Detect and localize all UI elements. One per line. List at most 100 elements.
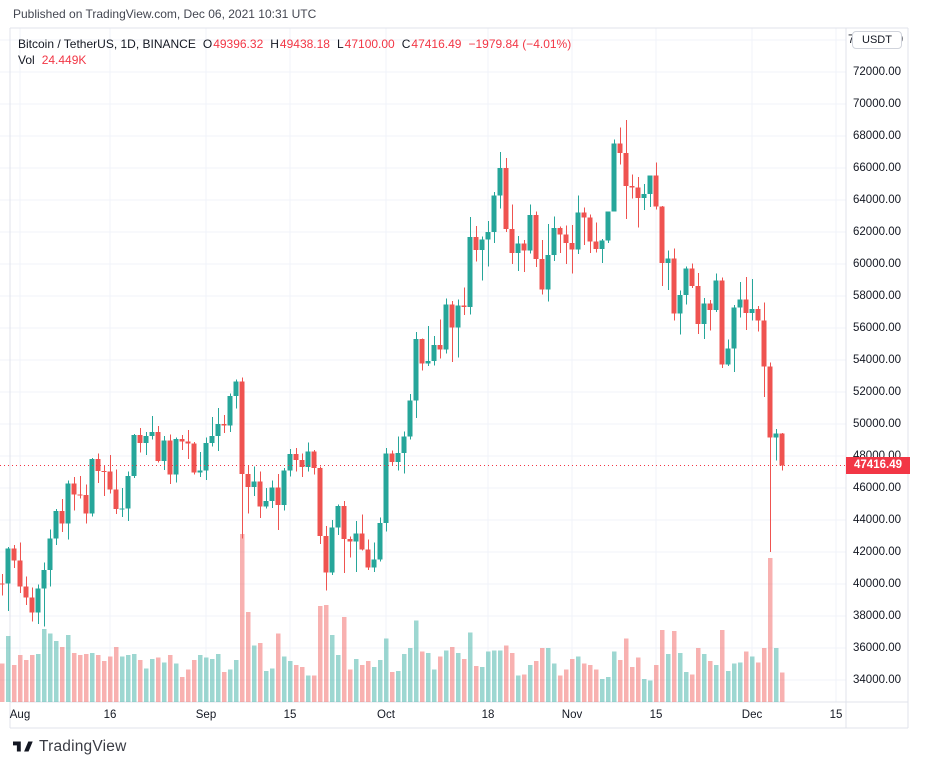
candle[interactable] [29,597,35,613]
volume-bar[interactable] [131,654,137,702]
candle[interactable] [161,440,167,462]
volume-bar[interactable] [323,604,329,702]
candle[interactable] [443,304,449,350]
volume-bar[interactable] [641,679,647,702]
candle[interactable] [17,560,23,587]
volume-bar[interactable] [173,663,179,702]
volume-bar[interactable] [611,651,617,702]
volume-bar[interactable] [95,655,101,702]
volume-bar[interactable] [275,633,281,702]
volume-bar[interactable] [623,638,629,702]
volume-bar[interactable] [251,645,257,702]
candle[interactable] [191,443,197,473]
candle[interactable] [653,175,659,207]
volume-bar[interactable] [581,663,587,702]
volume-bar[interactable] [11,664,17,702]
volume-bar[interactable] [317,606,323,702]
volume-bar[interactable] [497,650,503,702]
tradingview-logo-icon[interactable] [13,739,33,755]
candle[interactable] [65,483,71,524]
volume-bar[interactable] [203,657,209,702]
candle[interactable] [731,307,737,349]
candle[interactable] [743,299,749,313]
candle[interactable] [143,436,149,443]
volume-bar[interactable] [731,663,737,702]
volume-bar[interactable] [287,661,293,702]
candle[interactable] [557,227,563,235]
candle[interactable] [539,258,545,290]
candle[interactable] [209,436,215,444]
candle[interactable] [323,535,329,573]
volume-bar[interactable] [575,656,581,702]
volume-bar[interactable] [329,634,335,702]
volume-bar[interactable] [407,648,413,702]
candle[interactable] [221,424,227,426]
volume-bar[interactable] [155,657,161,702]
volume-bar[interactable] [197,655,203,702]
volume-bar[interactable] [419,651,425,702]
candle[interactable] [497,168,503,196]
volume-bar[interactable] [755,662,761,702]
volume-bar[interactable] [707,661,713,702]
volume-bar[interactable] [395,670,401,702]
candle[interactable] [725,348,731,365]
candle[interactable] [383,453,389,523]
volume-bar[interactable] [449,646,455,702]
candle[interactable] [389,453,395,462]
candle[interactable] [593,241,599,250]
volume-bar[interactable] [371,667,377,702]
candle[interactable] [263,501,269,507]
volume-bar[interactable] [635,657,641,702]
candle[interactable] [317,468,323,536]
candle[interactable] [245,474,251,488]
volume-bar[interactable] [539,648,545,702]
candle[interactable] [239,381,245,475]
volume-bar[interactable] [281,656,287,702]
candle[interactable] [125,475,131,509]
volume-bar[interactable] [311,675,317,702]
volume-bar[interactable] [551,663,557,702]
candle[interactable] [305,451,311,468]
candle[interactable] [83,494,89,514]
candle[interactable] [353,533,359,542]
candle[interactable] [5,548,11,584]
candle[interactable] [89,459,95,514]
candle[interactable] [377,522,383,560]
volume-bar[interactable] [47,633,53,702]
volume-bar[interactable] [749,656,755,702]
volume-bar[interactable] [365,661,371,702]
candle[interactable] [629,185,635,188]
volume-bar[interactable] [209,658,215,702]
volume-bar[interactable] [437,656,443,702]
volume-bar[interactable] [569,658,575,702]
price-axis[interactable]: 74000.0072000.0070000.0068000.0066000.00… [846,0,908,765]
candle[interactable] [563,234,569,244]
candle[interactable] [23,586,29,598]
volume-bar[interactable] [167,655,173,702]
candle[interactable] [707,303,713,310]
candle[interactable] [419,338,425,364]
volume-bar[interactable] [617,660,623,702]
volume-bar[interactable] [737,662,743,702]
candle[interactable] [689,268,695,287]
volume-bar[interactable] [0,663,5,702]
candle[interactable] [527,214,533,251]
volume-bar[interactable] [401,654,407,702]
candle[interactable] [167,440,173,475]
candle[interactable] [779,433,785,466]
volume-bar[interactable] [557,675,563,702]
volume-bar[interactable] [341,616,347,702]
volume-bar[interactable] [527,664,533,702]
candle[interactable] [53,510,59,539]
candle[interactable] [335,506,341,528]
volume-bar[interactable] [239,534,245,702]
volume-bar[interactable] [179,676,185,702]
volume-bar[interactable] [629,667,635,702]
candle[interactable] [329,527,335,573]
candle[interactable] [173,438,179,475]
volume-bar[interactable] [389,672,395,702]
volume-bar[interactable] [521,674,527,702]
volume-bar[interactable] [71,652,77,702]
candle[interactable] [281,470,287,505]
candle[interactable] [113,489,119,509]
